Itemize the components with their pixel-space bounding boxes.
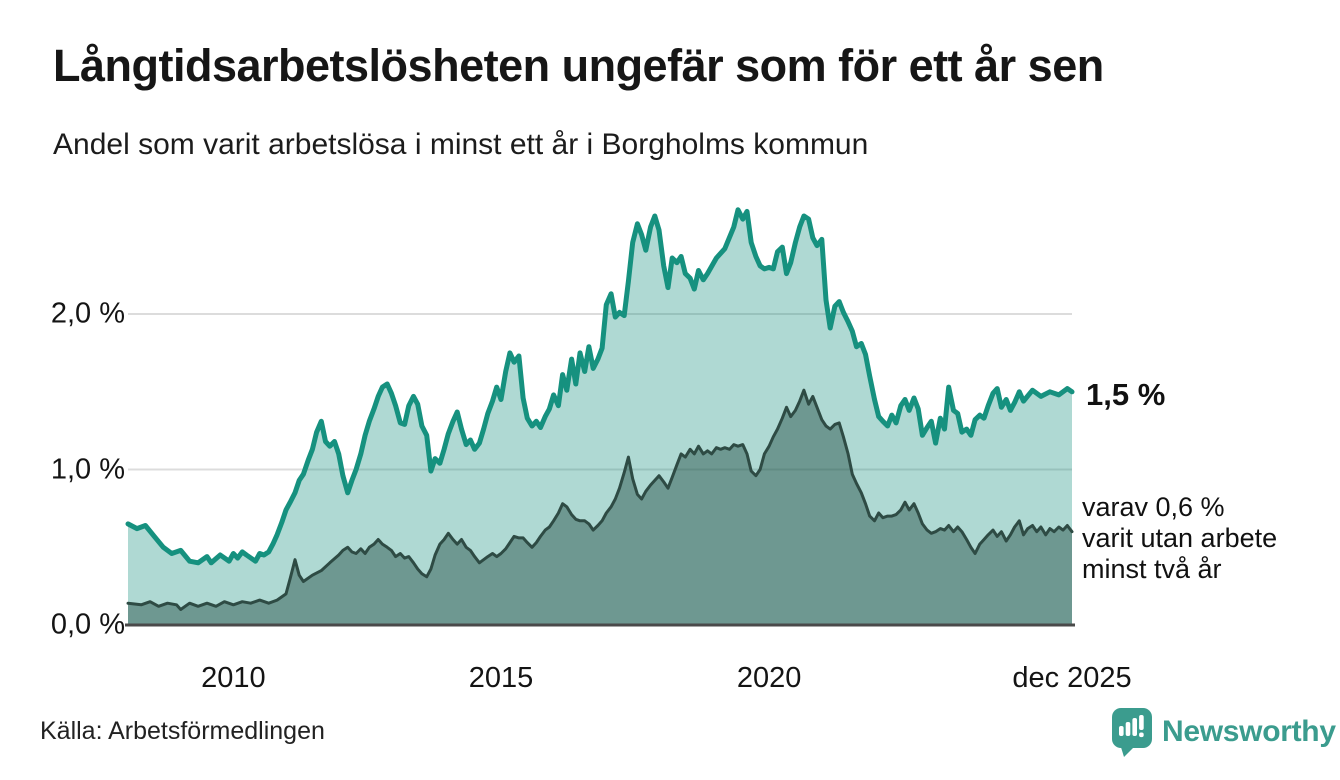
chart-subtitle: Andel som varit arbetslösa i minst ett å… [53,128,869,161]
x-axis-tick-2015: 2015 [468,662,534,694]
page-title: Långtidsarbetslösheten ungefär som för e… [53,40,1104,91]
source-attribution: Källa: Arbetsförmedlingen [40,717,325,745]
x-axis-tick-2020: 2020 [736,662,802,694]
x-axis-tick-2010: 2010 [201,662,266,694]
y-axis-tick-2: 2,0 % [50,297,125,330]
sub-series-annotation: varav 0,6 % varit utan arbete minst två … [1082,492,1278,584]
newsworthy-brand: Newsworthy [1110,706,1336,758]
series-line-1 [126,388,1074,611]
newsworthy-wordmark: Newsworthy [1162,715,1336,748]
series-area-0 [128,209,1072,626]
x-axis-tick-dec-2025: dec 2025 [1012,662,1132,694]
series-line-0 [125,207,1075,566]
latest-value-label: 1,5 % [1086,377,1166,412]
y-axis-tick-1: 1,0 % [50,453,125,485]
y-axis-tick-0: 0,0 % [50,608,125,641]
newsworthy-logo-icon [1110,706,1154,758]
series-area-1 [128,390,1072,625]
